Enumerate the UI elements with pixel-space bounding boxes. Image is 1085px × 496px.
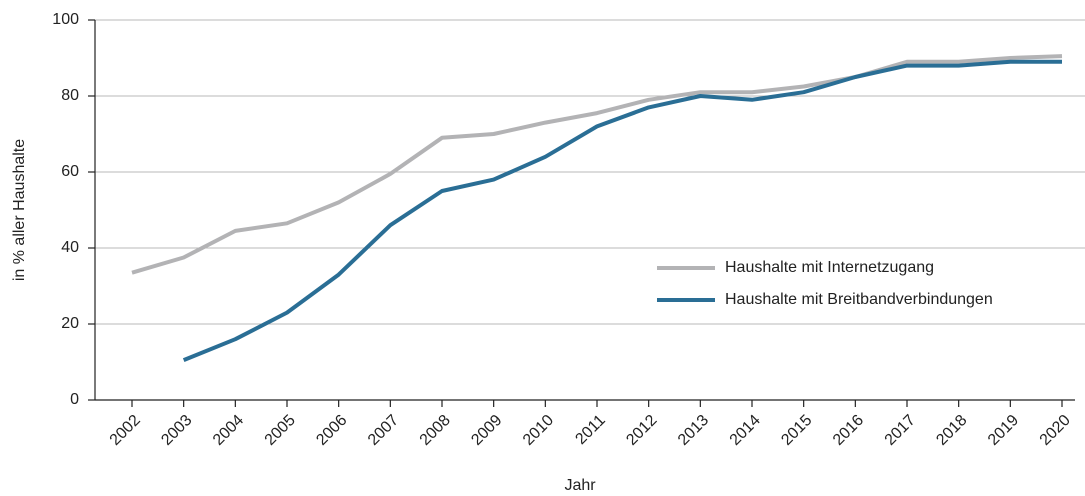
x-tick-label: 2020 [1037,412,1074,449]
series-line [182,59,1062,362]
x-tick-label: 2002 [107,412,144,449]
y-tick-label: 60 [61,163,79,180]
x-tick-label: 2015 [778,412,815,449]
x-axis-label: Jahr [564,477,596,494]
x-tick-label: 2003 [158,412,195,449]
x-tick-label: 2017 [882,412,919,449]
x-tick-label: 2008 [417,412,454,449]
x-tick-label: 2006 [313,412,350,449]
x-tick-label: 2019 [985,412,1022,449]
x-tick-label: 2013 [675,412,712,449]
y-tick-label: 20 [61,315,79,332]
legend-label: Haushalte mit Internetzugang [725,259,934,276]
y-tick-label: 0 [70,391,79,408]
series-line [131,54,1063,275]
y-tick-label: 100 [52,11,79,28]
x-tick-label: 2007 [365,412,402,449]
x-tick-label: 2010 [520,412,557,449]
x-tick-label: 2016 [830,412,867,449]
y-tick-label: 80 [61,87,79,104]
x-tick-label: 2005 [262,412,299,449]
y-axis-label: in % aller Haushalte [11,139,28,281]
legend-label: Haushalte mit Breitbandverbindungen [725,291,993,308]
x-tick-label: 2014 [727,412,764,449]
x-tick-label: 2012 [623,412,660,449]
x-tick-label: 2009 [468,412,505,449]
x-tick-label: 2004 [210,412,247,449]
y-tick-label: 40 [61,239,79,256]
x-tick-label: 2018 [933,412,970,449]
x-tick-label: 2011 [572,412,608,448]
